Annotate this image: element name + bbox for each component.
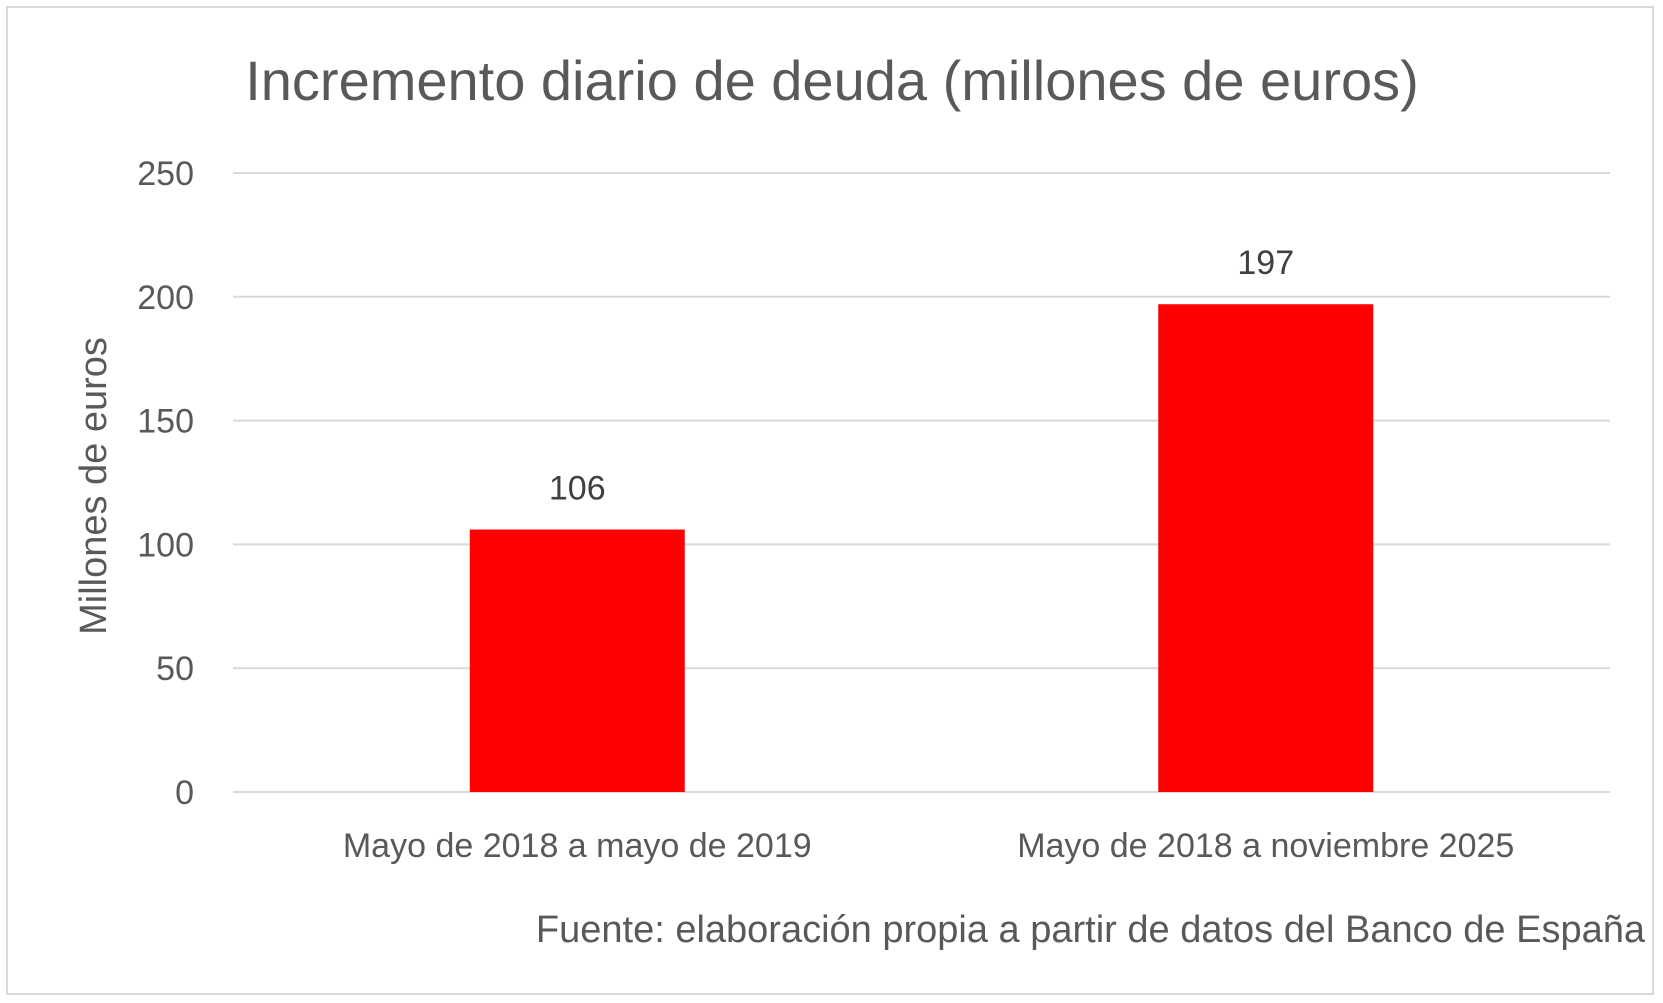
y-tick-label: 50 — [156, 650, 194, 688]
gridlines — [233, 172, 1610, 793]
y-tick-label: 100 — [137, 526, 194, 564]
bar — [469, 529, 685, 792]
y-axis-label: Millones de euros — [73, 337, 115, 635]
y-tick-label: 200 — [137, 279, 194, 317]
y-axis-ticks: 0 50 100 150 200 250 — [137, 155, 194, 812]
bar — [1158, 304, 1374, 792]
bars — [469, 304, 1374, 792]
data-label: 197 — [1237, 244, 1294, 282]
x-axis-categories: Mayo de 2018 a mayo de 2019 Mayo de 2018 … — [343, 827, 1514, 865]
data-label: 106 — [549, 470, 606, 508]
source-note: Fuente: elaboración propia a partir de d… — [536, 909, 1646, 951]
x-category-label: Mayo de 2018 a mayo de 2019 — [343, 827, 812, 865]
chart-frame — [6, 6, 1654, 995]
y-tick-label: 150 — [137, 403, 194, 441]
x-category-label: Mayo de 2018 a noviembre 2025 — [1017, 827, 1514, 865]
chart-title: Incremento diario de deuda (millones de … — [245, 49, 1419, 112]
y-tick-label: 250 — [137, 155, 194, 193]
y-tick-label: 0 — [175, 774, 194, 812]
data-labels: 106 197 — [549, 244, 1294, 507]
